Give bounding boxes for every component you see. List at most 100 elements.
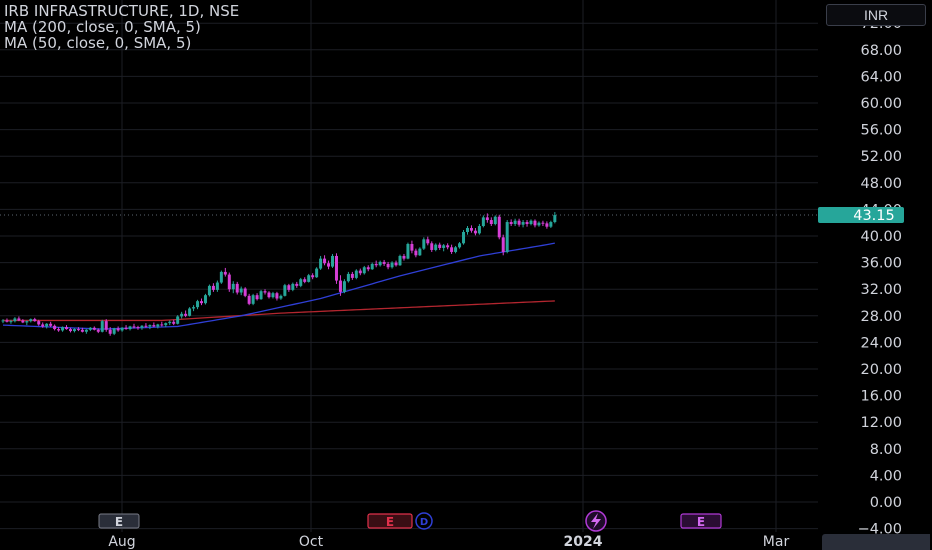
candle-body [9, 321, 13, 323]
candle-body [108, 329, 112, 334]
legend-symbol-title[interactable]: IRB INFRASTRUCTURE, 1D, NSE [4, 2, 240, 20]
candle [271, 291, 275, 299]
flash-icon [591, 513, 601, 529]
candle [247, 293, 251, 306]
candle [358, 268, 362, 276]
candle-body [37, 321, 41, 325]
candle-body [275, 293, 279, 299]
legend-ma50[interactable]: MA (50, close, 0, SMA, 5) [4, 34, 192, 52]
candle-body [287, 285, 291, 290]
legend-ma200[interactable]: MA (200, close, 0, SMA, 5) [4, 18, 201, 36]
candle [350, 271, 354, 280]
candle-body [17, 318, 21, 321]
candle-body [513, 220, 517, 225]
price-tick-label: 52.00 [860, 149, 902, 165]
candle [255, 293, 259, 301]
candle-body [200, 301, 203, 304]
candle-body [406, 243, 410, 259]
candle-body [68, 329, 72, 332]
candle [374, 260, 378, 268]
candle-body [152, 325, 156, 327]
candle [25, 320, 29, 326]
candle-body [398, 255, 402, 266]
time-tick-label: 2024 [564, 534, 603, 550]
candle [188, 307, 192, 317]
candle-body [88, 327, 92, 330]
candle [251, 293, 255, 306]
candle [239, 286, 243, 296]
candle [537, 221, 541, 227]
axis-corner[interactable] [822, 534, 930, 550]
candle-body [438, 244, 442, 248]
candle [120, 327, 124, 332]
candle-body [180, 313, 184, 317]
candle-body [454, 247, 458, 252]
candle-body [235, 283, 239, 293]
candle-body [132, 326, 136, 328]
candle-body [267, 292, 271, 298]
candle [386, 261, 390, 270]
candle-body [120, 327, 124, 331]
candle [116, 326, 120, 332]
candle [37, 319, 41, 326]
candle-body [140, 325, 144, 328]
candle [477, 224, 481, 235]
candle [291, 282, 295, 292]
candle [160, 321, 164, 327]
candle [140, 325, 144, 330]
candle-body [13, 318, 17, 322]
candle-body [188, 308, 192, 316]
candle [485, 213, 489, 223]
price-tick-label: 28.00 [860, 309, 902, 325]
price-tick-label: 24.00 [860, 335, 902, 351]
ma200-line [3, 300, 555, 322]
candle-body [100, 321, 104, 332]
candle [394, 260, 398, 267]
candle-body [247, 295, 251, 304]
ma200-layer [3, 300, 555, 322]
candle [132, 323, 136, 329]
candle-body [1, 320, 5, 322]
price-tick-label: 60.00 [860, 96, 902, 112]
price-tick-label: 8.00 [870, 442, 902, 458]
candle-body [164, 323, 168, 326]
chart-grid [0, 0, 818, 532]
candle [458, 241, 462, 249]
candle [223, 267, 227, 277]
time-tick-label: Aug [108, 534, 135, 550]
dividend-marker [415, 512, 433, 530]
price-tick-label: 0.00 [870, 495, 902, 511]
candle [1, 319, 5, 324]
candle [92, 326, 96, 331]
candle-body [469, 228, 473, 231]
candle [156, 323, 160, 329]
candle [80, 327, 84, 333]
candle-body [92, 327, 96, 330]
candle-body [477, 226, 481, 234]
earnings-marker-feb [680, 513, 722, 529]
candle [505, 220, 509, 254]
candle-body [311, 275, 315, 278]
candle-body [243, 288, 247, 296]
price-tick-label: 4.00 [870, 468, 902, 484]
candle [136, 325, 140, 330]
candle [279, 294, 283, 300]
currency-button[interactable]: INR [826, 4, 926, 26]
candle [128, 325, 132, 331]
candle [426, 236, 430, 246]
time-axis[interactable]: Aug Oct 2024 Mar [0, 533, 822, 550]
candle [68, 327, 72, 333]
candle-body [156, 324, 160, 327]
candle-body [319, 258, 323, 269]
candle [124, 325, 128, 330]
candle [144, 323, 148, 328]
candle-body [386, 263, 390, 268]
last-price-label: 43.15 [0, 207, 904, 224]
candle-body [279, 295, 283, 299]
candle [469, 225, 473, 233]
candle-body [196, 301, 200, 308]
candle-body [354, 270, 358, 278]
candle-body [350, 273, 354, 278]
